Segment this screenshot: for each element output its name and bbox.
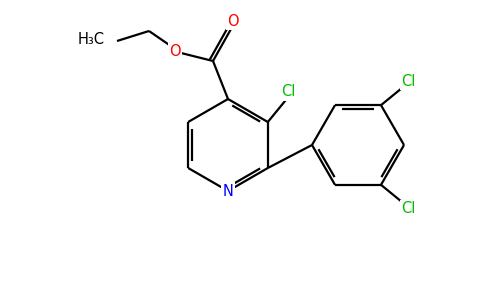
Text: Cl: Cl: [401, 201, 415, 216]
Text: Cl: Cl: [281, 85, 295, 100]
Text: Cl: Cl: [401, 74, 415, 89]
Text: N: N: [223, 184, 233, 199]
Text: O: O: [227, 14, 239, 28]
Text: H₃C: H₃C: [78, 32, 105, 46]
Text: O: O: [169, 44, 181, 59]
